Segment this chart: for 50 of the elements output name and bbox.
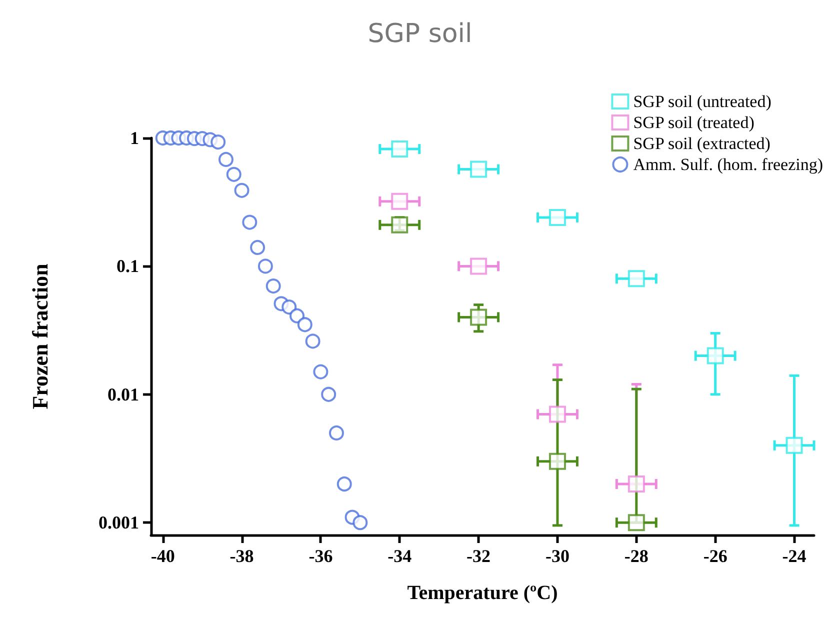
x-tick-label: -26 <box>703 546 728 566</box>
y-axis-title: Frozen fraction <box>28 264 52 410</box>
y-tick-label: 0.01 <box>108 384 139 404</box>
point <box>242 214 258 230</box>
point <box>391 192 408 210</box>
point <box>258 258 273 274</box>
point <box>628 270 645 288</box>
x-tick-label: -32 <box>466 546 491 566</box>
x-tick-label: -38 <box>230 546 254 566</box>
point <box>234 182 250 198</box>
point <box>250 240 266 255</box>
point <box>470 160 488 178</box>
legend-label: SGP soil (extracted) <box>633 134 770 153</box>
y-tick-label: 1 <box>130 128 139 148</box>
point <box>470 308 488 326</box>
point <box>305 334 320 349</box>
chart-title: SGP soil <box>368 19 472 49</box>
point <box>391 140 408 158</box>
y-tick-label: 0.001 <box>98 512 139 533</box>
x-tick-label: -36 <box>308 546 333 566</box>
point <box>548 208 566 226</box>
x-axis-title: Temperature (ºC) <box>407 582 558 604</box>
point <box>218 152 234 167</box>
point <box>628 475 645 492</box>
point <box>226 166 242 182</box>
point <box>786 436 803 454</box>
point <box>266 278 281 294</box>
point <box>352 515 368 530</box>
x-tick-label: -40 <box>150 546 175 566</box>
point <box>336 476 352 492</box>
point <box>470 258 488 275</box>
point <box>328 425 344 440</box>
legend-label: SGP soil (untreated) <box>633 92 772 111</box>
point <box>297 317 312 332</box>
x-tick-label: -24 <box>782 546 806 566</box>
legend-label: SGP soil (treated) <box>633 113 754 132</box>
point <box>628 514 645 532</box>
point <box>548 406 566 423</box>
x-tick-label: -34 <box>388 546 412 566</box>
point <box>282 300 297 315</box>
point <box>548 452 566 470</box>
point <box>290 308 305 324</box>
legend-label: Amm. Sulf. (hom. freezing) <box>633 155 824 174</box>
y-tick-label: 0.1 <box>116 256 139 276</box>
x-tick-label: -28 <box>624 546 648 566</box>
point <box>210 134 226 150</box>
point <box>706 347 724 364</box>
point <box>313 364 328 380</box>
point <box>321 386 336 402</box>
x-tick-label: -30 <box>545 546 570 566</box>
